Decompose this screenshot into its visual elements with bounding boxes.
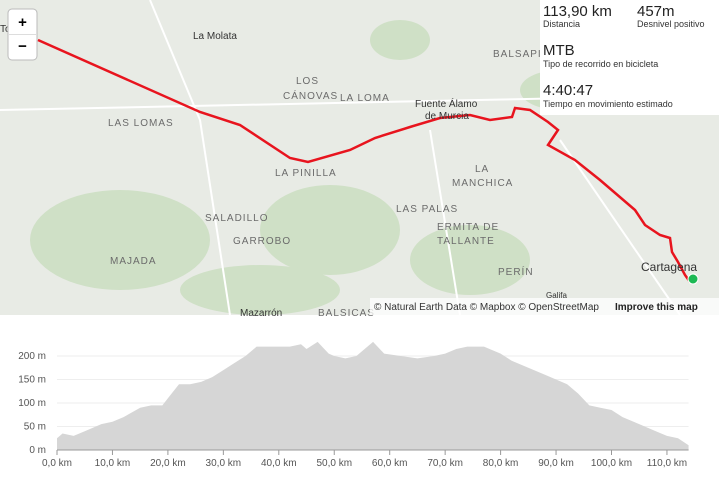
map-label: LOS bbox=[296, 76, 319, 87]
elevation-area bbox=[57, 341, 689, 450]
map-label: CÁNOVAS bbox=[283, 89, 338, 102]
map-label: BALSICAS bbox=[318, 308, 375, 319]
x-tick-label: 60,0 km bbox=[372, 458, 408, 469]
end-marker bbox=[687, 273, 699, 285]
map-label: To bbox=[0, 24, 11, 35]
x-tick-label: 110,0 km bbox=[647, 458, 687, 469]
stat-value: MTB bbox=[543, 42, 575, 59]
map-label: LAS LOMAS bbox=[108, 118, 174, 129]
map-label: de Murcia bbox=[425, 111, 469, 122]
improve-map-link[interactable]: Improve this map bbox=[615, 302, 698, 313]
elevation-chart: 0 m 50 m 100 m 150 m 200 m 0,0 km 10,0 km 20,0 … bbox=[18, 341, 689, 469]
map-label: BALSAPI bbox=[493, 49, 542, 60]
map-label: Fuente Álamo bbox=[415, 97, 478, 110]
map-label: PERÍN bbox=[498, 265, 534, 278]
stats-panel bbox=[540, 0, 719, 115]
map-label: LA LOMA bbox=[340, 93, 390, 104]
y-tick-label: 0 m bbox=[29, 445, 46, 456]
zoom-controls: + − bbox=[7, 8, 38, 61]
zoom-out-button[interactable]: − bbox=[18, 38, 27, 55]
y-tick-label: 100 m bbox=[18, 398, 46, 409]
attribution: © Natural Earth Data © Mapbox © OpenStre… bbox=[374, 302, 599, 313]
stat-label: Tipo de recorrido en bicicleta bbox=[543, 59, 658, 69]
stat-value: 457m bbox=[637, 3, 675, 20]
y-tick-label: 50 m bbox=[24, 422, 46, 433]
map-label: MANCHICA bbox=[452, 178, 513, 189]
map-label: MAJADA bbox=[110, 256, 157, 267]
map-label: Cartagena bbox=[641, 260, 697, 274]
x-tick-label: 30,0 km bbox=[206, 458, 242, 469]
x-tick-label: 10,0 km bbox=[95, 458, 131, 469]
x-tick-label: 100,0 km bbox=[591, 458, 632, 469]
route bbox=[37, 38, 692, 283]
map-label: LAS PALAS bbox=[396, 204, 458, 215]
x-tick-label: 20,0 km bbox=[150, 458, 186, 469]
map-label: GARROBO bbox=[233, 236, 291, 247]
attribution-bg bbox=[370, 298, 719, 315]
map-label: SALADILLO bbox=[205, 213, 268, 224]
x-tick-label: 40,0 km bbox=[261, 458, 297, 469]
map-label: LA PINILLA bbox=[275, 168, 337, 179]
y-tick-label: 200 m bbox=[18, 351, 46, 362]
x-tick-label: 0,0 km bbox=[42, 458, 72, 469]
zoom-in-button[interactable]: + bbox=[18, 14, 27, 31]
map-label: La Molata bbox=[193, 31, 237, 42]
x-tick-label: 50,0 km bbox=[316, 458, 352, 469]
stat-label: Distancia bbox=[543, 19, 580, 29]
y-tick-label: 150 m bbox=[18, 375, 46, 386]
x-tick-label: 90,0 km bbox=[538, 458, 574, 469]
map-label: ERMITA DE bbox=[437, 222, 499, 233]
map-label: Mazarrón bbox=[240, 308, 282, 319]
x-tick-label: 80,0 km bbox=[483, 458, 519, 469]
stat-value: 113,90 km bbox=[543, 3, 612, 20]
map-label: TALLANTE bbox=[437, 236, 495, 247]
stat-label: Tiempo en movimiento estimado bbox=[543, 99, 673, 109]
map-label: LA bbox=[475, 164, 489, 175]
stat-label: Desnivel positivo bbox=[637, 19, 705, 29]
map-label: Galifa bbox=[546, 291, 567, 300]
stat-value: 4:40:47 bbox=[543, 82, 593, 99]
x-tick-label: 70,0 km bbox=[427, 458, 463, 469]
